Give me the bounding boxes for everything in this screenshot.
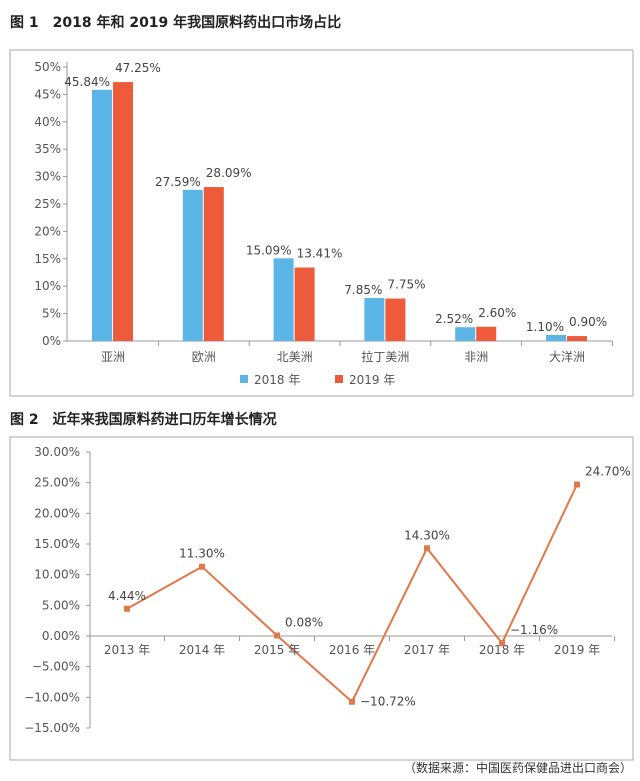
- bar-2018: [182, 189, 203, 341]
- source-note: （数据来源：中国医药保健品进出口商会）: [404, 760, 632, 775]
- x-tick-label: 2016 年: [329, 643, 375, 657]
- data-point: [124, 605, 130, 612]
- y-tick-label: 30%: [34, 170, 61, 184]
- chart1-frame: [9, 49, 634, 397]
- y-tick-label: 40%: [34, 115, 61, 129]
- x-tick-label: 2014 年: [179, 643, 225, 657]
- y-tick-label: 25.00%: [34, 476, 80, 490]
- x-tick-label: 亚洲: [101, 350, 125, 364]
- bar-2018: [273, 258, 294, 341]
- data-label: 0.90%: [569, 315, 607, 329]
- x-tick-label: 2017 年: [404, 643, 450, 657]
- x-tick-label: 2019 年: [554, 643, 600, 657]
- y-tick-label: 5.00%: [42, 598, 80, 612]
- data-label: 1.10%: [526, 320, 564, 334]
- data-point: [424, 545, 430, 552]
- y-tick-label: 10.00%: [34, 568, 80, 582]
- y-tick-label: −5.00%: [32, 660, 80, 674]
- x-tick-label: 大洋洲: [549, 349, 585, 364]
- bar-2019: [113, 82, 133, 341]
- data-label: 27.59%: [155, 175, 201, 189]
- data-label: 7.85%: [344, 283, 382, 297]
- y-tick-label: −15.00%: [24, 721, 80, 735]
- y-tick-label: 30.00%: [34, 445, 80, 459]
- legend-swatch: [335, 375, 343, 383]
- y-tick-label: 0.00%: [42, 629, 80, 643]
- bar-2018: [92, 89, 112, 341]
- x-tick-label: 2015 年: [254, 643, 300, 657]
- bar-2019: [203, 187, 224, 341]
- data-point: [199, 563, 205, 570]
- data-label: 2.52%: [435, 312, 473, 326]
- data-point: [274, 632, 280, 639]
- legend-swatch: [240, 375, 248, 383]
- bar-2019: [476, 326, 497, 341]
- chart2-title: 图 2 近年来我国原料药进口历年增长情况: [10, 411, 277, 428]
- data-label: 28.09%: [206, 166, 252, 180]
- data-label: 14.30%: [404, 528, 450, 542]
- data-label: 13.41%: [297, 247, 343, 261]
- x-tick-label: 非洲: [464, 350, 488, 364]
- y-tick-label: −10.00%: [24, 690, 80, 704]
- bar-2018: [364, 297, 385, 341]
- y-tick-label: 0%: [42, 334, 61, 348]
- bar-2018: [546, 334, 566, 341]
- data-label: 4.44%: [108, 589, 146, 603]
- bar-2018: [455, 327, 476, 341]
- data-label: −1.16%: [510, 623, 558, 637]
- x-tick-label: 欧洲: [192, 350, 216, 364]
- x-tick-label: 北美洲: [277, 350, 313, 364]
- data-label: 15.09%: [246, 243, 292, 257]
- y-tick-label: 10%: [34, 279, 61, 293]
- data-point: [499, 640, 505, 647]
- data-label: 24.70%: [585, 465, 631, 479]
- data-point: [349, 698, 355, 705]
- data-label: 45.84%: [64, 75, 110, 89]
- chart2-frame: [9, 436, 634, 761]
- y-tick-label: 35%: [34, 142, 61, 156]
- x-tick-label: 拉丁美洲: [361, 349, 409, 364]
- y-tick-label: 20.00%: [34, 506, 80, 520]
- chart1-title: 图 1 2018 年和 2019 年我国原料药出口市场占比: [10, 14, 341, 31]
- x-tick-label: 2013 年: [104, 643, 150, 657]
- bar-2019: [294, 267, 315, 341]
- legend-label: 2019 年: [349, 373, 395, 387]
- data-label: −10.72%: [360, 695, 416, 709]
- y-tick-label: 50%: [34, 60, 61, 74]
- y-tick-label: 20%: [34, 224, 61, 238]
- data-label: 11.30%: [179, 547, 225, 561]
- bar-2019: [567, 336, 587, 341]
- y-tick-label: 15%: [34, 252, 61, 266]
- y-tick-label: 25%: [34, 197, 61, 211]
- bar-2019: [385, 298, 406, 341]
- data-label: 7.75%: [387, 278, 425, 292]
- data-label: 47.25%: [115, 61, 161, 75]
- series-line: [126, 484, 578, 704]
- data-label: 0.08%: [285, 616, 323, 630]
- y-tick-label: 5%: [42, 307, 61, 321]
- x-tick-label: 2018 年: [479, 643, 525, 657]
- legend-label: 2018 年: [254, 373, 300, 387]
- y-tick-label: 15.00%: [34, 537, 80, 551]
- data-label: 2.60%: [478, 306, 516, 320]
- y-tick-label: 45%: [34, 87, 61, 101]
- data-point: [574, 481, 580, 488]
